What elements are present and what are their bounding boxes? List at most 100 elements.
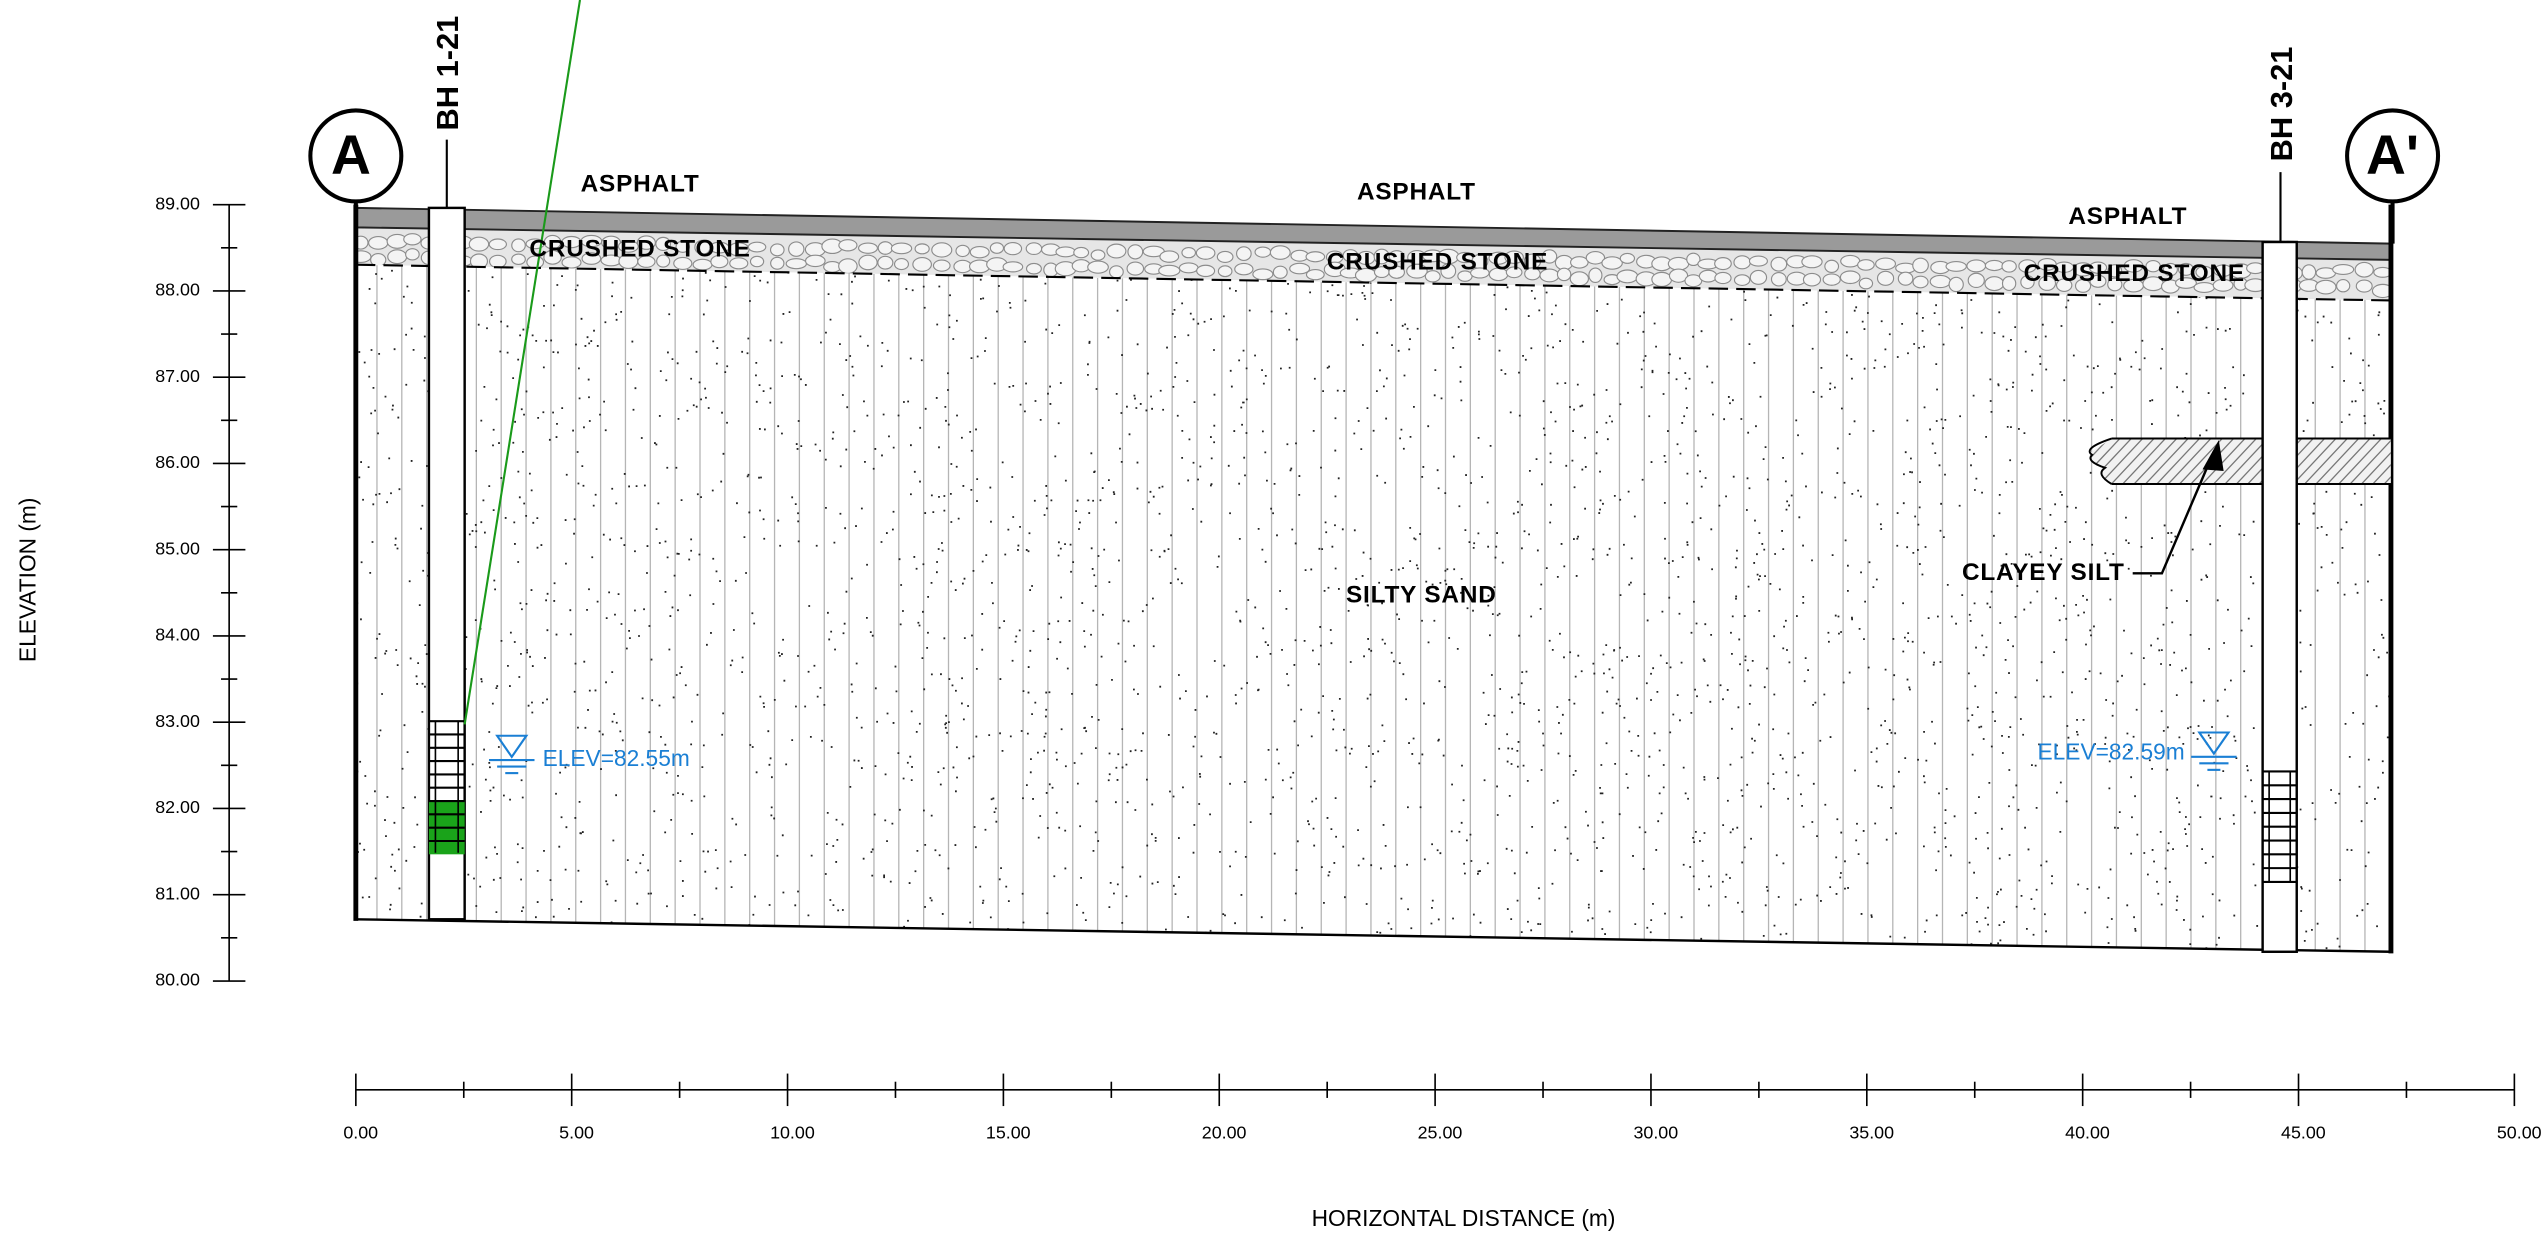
stone xyxy=(1733,255,1751,270)
stone xyxy=(1196,264,1216,278)
borehole-screen xyxy=(2262,770,2297,883)
stone xyxy=(355,250,372,264)
lens-hatch xyxy=(2089,438,2124,485)
stone xyxy=(1601,256,1623,270)
stone xyxy=(1984,259,2004,272)
stone xyxy=(2038,275,2057,291)
stone xyxy=(729,257,749,270)
stone xyxy=(1686,252,1701,267)
stone xyxy=(581,252,602,265)
stone xyxy=(1158,264,1181,277)
stone xyxy=(1570,256,1589,269)
x-tick-label: 45.00 xyxy=(2281,1122,2326,1142)
lens-hatch xyxy=(2198,438,2249,485)
lens-hatch xyxy=(2404,435,2453,487)
stone xyxy=(2177,262,2194,276)
x-tick-label: 0.00 xyxy=(343,1122,378,1142)
stone xyxy=(858,242,879,254)
stone xyxy=(804,254,826,268)
stone xyxy=(1912,275,1929,289)
stone xyxy=(2018,259,2037,273)
x-tick-label: 5.00 xyxy=(559,1122,594,1142)
x-tick-label: 20.00 xyxy=(1202,1122,1247,1142)
stone xyxy=(1585,251,1606,265)
lens-hatch xyxy=(2323,438,2374,485)
stone xyxy=(1424,270,1441,283)
borehole-label: BH 1-21 xyxy=(430,16,465,131)
stone xyxy=(2175,277,2197,289)
stone xyxy=(1770,256,1788,272)
stone xyxy=(785,258,807,270)
stone xyxy=(1216,250,1234,263)
layer-label: CLAYEY SILT xyxy=(1962,559,2125,586)
section-bottom xyxy=(355,918,2391,953)
stone xyxy=(1668,268,1689,283)
stone xyxy=(2088,261,2108,274)
silty-sand-layer xyxy=(355,264,2391,952)
stone xyxy=(1839,270,1861,285)
lens-hatch xyxy=(2153,438,2204,485)
stone xyxy=(1217,265,1233,278)
layer-label: SILTY SAND xyxy=(1346,582,1497,609)
stone xyxy=(2001,260,2017,273)
stone xyxy=(1802,272,1822,287)
stone xyxy=(1003,241,1023,256)
stone xyxy=(1090,249,1106,261)
stone xyxy=(1505,266,1523,279)
stone xyxy=(932,259,951,272)
lens-hatch xyxy=(2357,438,2391,485)
stone xyxy=(1305,269,1325,281)
stone xyxy=(1025,242,1043,256)
stone xyxy=(1840,254,1861,268)
stone xyxy=(2332,263,2355,276)
layer-label: CRUSHED STONE xyxy=(529,236,750,263)
stone xyxy=(1254,246,1272,258)
stone xyxy=(637,255,656,268)
y-tick-label: 88.00 xyxy=(155,280,200,300)
stone xyxy=(488,254,507,269)
water-level-label: ELEV=82.55m xyxy=(543,745,690,771)
stone xyxy=(1749,269,1768,285)
y-tick-label: 89.00 xyxy=(155,193,200,213)
stone xyxy=(1770,271,1787,287)
layer-label: CRUSHED STONE xyxy=(2024,260,2245,287)
stone xyxy=(673,256,693,270)
stone xyxy=(953,259,973,274)
stone xyxy=(1714,271,1732,285)
stone xyxy=(1127,244,1144,260)
stone xyxy=(1073,246,1090,259)
borehole xyxy=(2261,240,2298,953)
stone xyxy=(1897,271,1914,286)
stone xyxy=(1698,269,1718,283)
stone xyxy=(2335,279,2351,293)
borehole-label: BH 3-21 xyxy=(2264,47,2299,162)
stone xyxy=(838,239,858,252)
y-tick-label: 84.00 xyxy=(155,625,200,645)
stone xyxy=(2089,274,2107,288)
y-tick-label: 82.00 xyxy=(155,797,200,817)
stone xyxy=(877,255,894,270)
stone xyxy=(1388,265,1405,279)
sand-fill xyxy=(355,264,2391,952)
lens-hatch xyxy=(2427,435,2476,487)
stone xyxy=(1556,267,1572,282)
stone xyxy=(2123,259,2144,273)
x-tick-label: 15.00 xyxy=(986,1122,1031,1142)
stone xyxy=(1875,257,1897,271)
stone xyxy=(1667,256,1690,271)
stone xyxy=(1876,270,1895,286)
stone xyxy=(955,244,970,258)
lens-hatch xyxy=(2301,438,2351,485)
arrow-head xyxy=(2202,440,2224,472)
stone xyxy=(368,235,389,250)
stone xyxy=(1195,246,1216,260)
x-tick-label: 30.00 xyxy=(1633,1122,1678,1142)
stone xyxy=(1714,257,1732,271)
stone xyxy=(511,238,526,253)
stone xyxy=(405,248,420,261)
lens-hatch xyxy=(2312,438,2363,485)
y-tick-label: 87.00 xyxy=(155,366,200,386)
stone xyxy=(1619,252,1636,264)
lens-hatch xyxy=(2130,438,2181,485)
stone xyxy=(1822,273,1841,286)
